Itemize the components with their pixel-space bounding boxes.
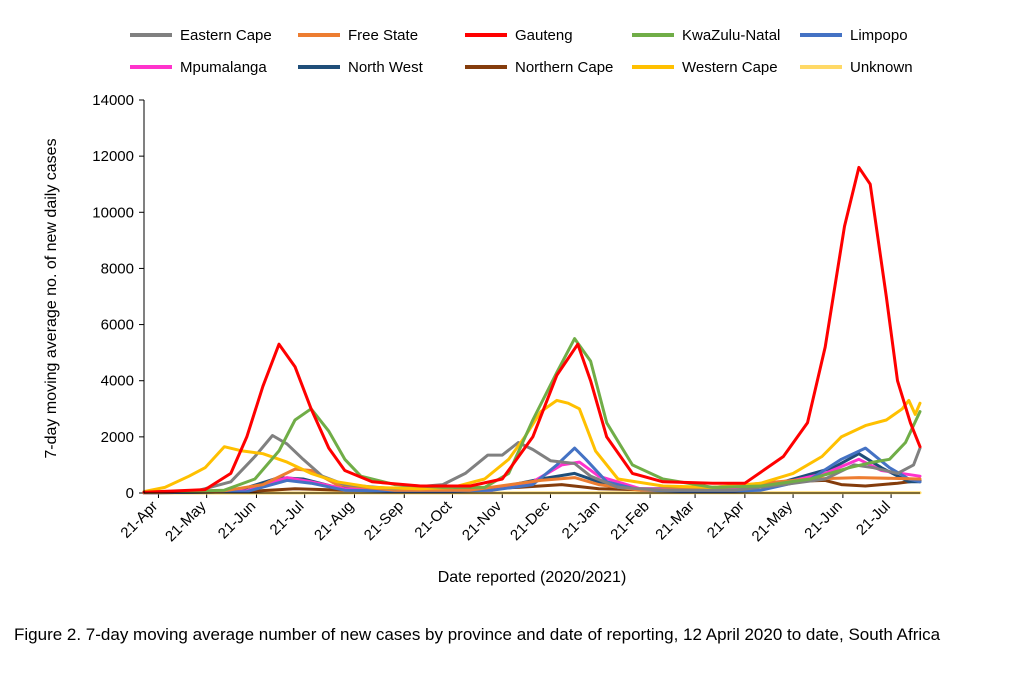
x-tick-label: 21-Jun bbox=[801, 498, 845, 542]
legend-label: Western Cape bbox=[682, 59, 778, 76]
legend-label: Limpopo bbox=[850, 27, 908, 44]
legend-label: North West bbox=[348, 59, 424, 76]
legend-label: Gauteng bbox=[515, 27, 573, 44]
y-tick-label: 8000 bbox=[101, 260, 134, 277]
series-line-kwazulu-natal bbox=[142, 337, 922, 494]
x-tick-label: 21-Feb bbox=[607, 498, 653, 544]
legend-label: Eastern Cape bbox=[180, 27, 272, 44]
x-axis-ticks: 21-Apr 21-May 21-Jun 21-Jul 21-Aug 21-Sep 21-O… bbox=[117, 493, 894, 545]
x-axis-title: Date reported (2020/2021) bbox=[438, 569, 627, 586]
x-tick-label: 21-Sep bbox=[361, 498, 407, 544]
x-tick-label: 21-Jul bbox=[853, 498, 894, 539]
y-tick-label: 4000 bbox=[101, 373, 134, 390]
y-tick-label: 14000 bbox=[92, 92, 134, 109]
x-tick-label: 21-Dec bbox=[507, 497, 554, 544]
x-tick-label: 21-Apr bbox=[704, 498, 748, 542]
legend-label: KwaZulu-Natal bbox=[682, 27, 780, 44]
y-tick-label: 10000 bbox=[92, 204, 134, 221]
legend-label: Free State bbox=[348, 27, 418, 44]
line-chart: Eastern Cape Free State Gauteng KwaZulu-Nat… bbox=[43, 27, 922, 586]
legend-label: Mpumalanga bbox=[180, 59, 267, 76]
legend-label: Northern Cape bbox=[515, 59, 613, 76]
x-tick-label: 21-Aug bbox=[311, 498, 357, 544]
x-tick-label: 21-Jul bbox=[267, 498, 308, 539]
x-tick-label: 21-Apr bbox=[117, 498, 161, 542]
legend-label: Unknown bbox=[850, 59, 913, 76]
series-line-gauteng bbox=[142, 165, 922, 494]
x-tick-label: 21-May bbox=[749, 497, 797, 545]
series-line-free-state bbox=[142, 467, 922, 495]
y-tick-label: 0 bbox=[126, 485, 134, 502]
x-tick-label: 21-May bbox=[162, 497, 210, 545]
x-tick-label: 21-Nov bbox=[459, 497, 506, 544]
figure-caption: Figure 2. 7-day moving average number of… bbox=[14, 625, 941, 644]
y-tick-label: 12000 bbox=[92, 148, 134, 165]
legend: Eastern Cape Free State Gauteng KwaZulu-Nat… bbox=[130, 27, 913, 76]
series-line-limpopo bbox=[142, 446, 922, 495]
y-tick-label: 6000 bbox=[101, 317, 134, 334]
y-tick-label: 2000 bbox=[101, 429, 134, 446]
y-axis-title: 7-day moving average no. of new daily ca… bbox=[43, 138, 60, 458]
series-line-western-cape bbox=[142, 398, 922, 494]
x-tick-label: 21-Jun bbox=[215, 498, 259, 542]
y-axis-ticks: 0 2000 4000 6000 8000 10000 12000 14000 bbox=[92, 92, 144, 502]
series-line-eastern-cape bbox=[142, 434, 922, 494]
x-tick-label: 21-Jan bbox=[559, 498, 603, 542]
x-tick-label: 21-Mar bbox=[652, 498, 698, 544]
series-layer bbox=[142, 165, 922, 495]
x-tick-label: 21-Oct bbox=[411, 497, 455, 541]
